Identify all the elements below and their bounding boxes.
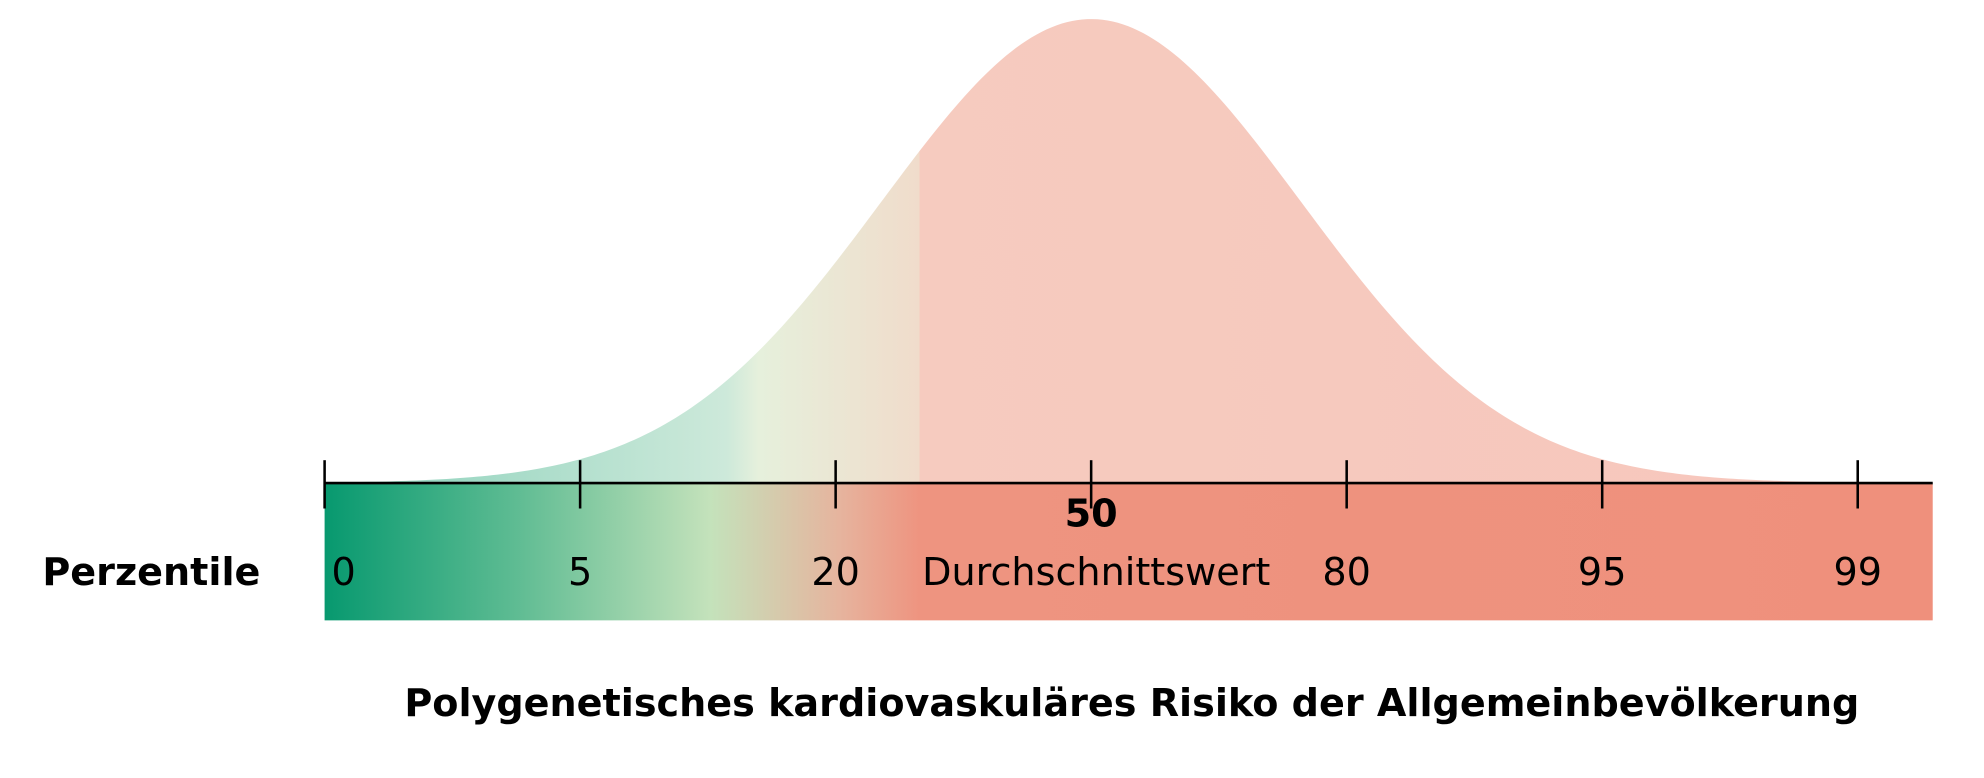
bell-curve: [324, 19, 1933, 484]
tick-label: 5: [568, 550, 592, 594]
ticks: 0 5 20 50 Durchschnittswert 80 95 99: [323, 460, 1882, 594]
center-label: Durchschnittswert: [922, 550, 1270, 594]
axis-label: Perzentile: [42, 550, 260, 594]
percentile-bar: [324, 483, 1933, 621]
tick-label: 80: [1322, 550, 1371, 594]
tick-label: 95: [1578, 550, 1627, 594]
title: Polygenetisches kardiovaskuläres Risiko …: [404, 681, 1859, 725]
tick-label: 0: [332, 550, 356, 594]
tick-label: 20: [811, 550, 860, 594]
tick-label-highlight: 50: [1065, 492, 1118, 536]
tick-label: 99: [1833, 550, 1882, 594]
